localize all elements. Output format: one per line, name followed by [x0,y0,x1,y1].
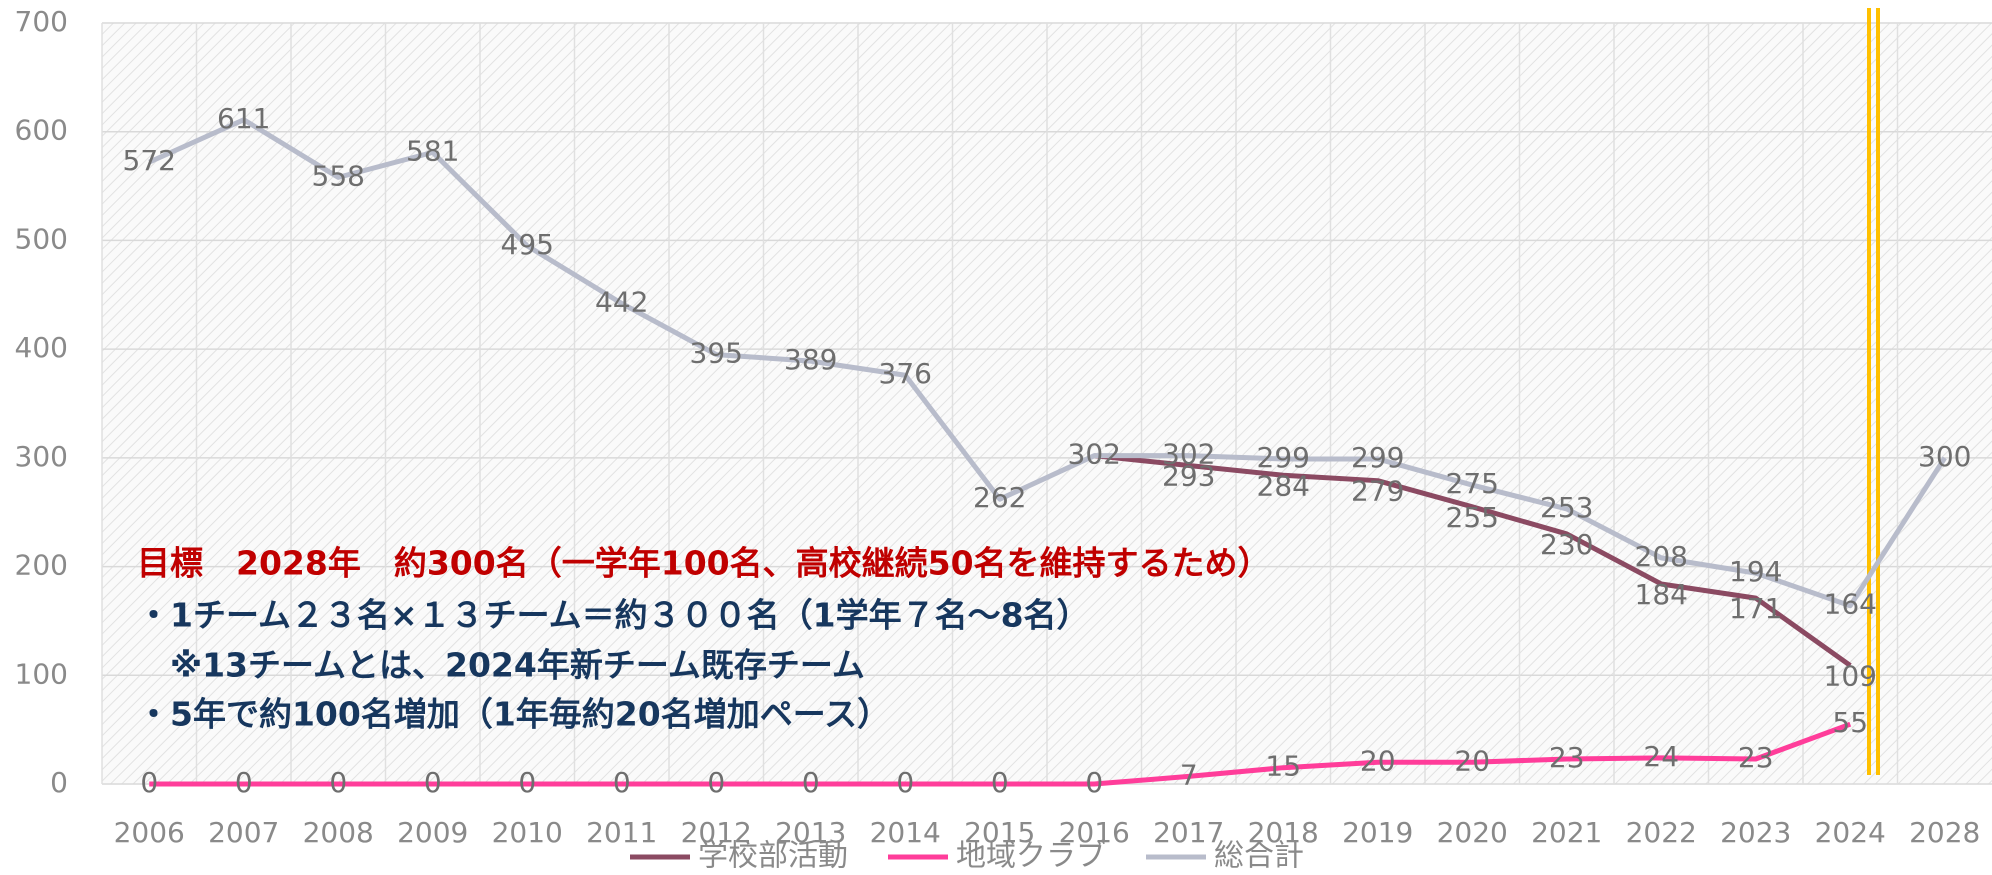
y-tick-label: 300 [15,440,68,473]
data-label: 275 [1446,467,1499,500]
data-label: 0 [802,766,820,799]
series-line [1093,453,1852,668]
data-label: 0 [896,766,914,799]
data-label: 24 [1643,740,1679,773]
data-label: 20 [1454,744,1490,777]
data-label: 495 [501,228,554,261]
data-label: 230 [1540,528,1593,561]
data-label: 0 [518,766,536,799]
data-label: 20 [1360,744,1396,777]
data-label: 284 [1257,469,1310,502]
x-tick-label: 2011 [586,816,657,849]
x-tick-label: 2016 [1059,816,1130,849]
x-tick-label: 2021 [1531,816,1602,849]
x-tick-label: 2013 [775,816,846,849]
data-label: 0 [1085,766,1103,799]
data-label: 395 [690,337,743,370]
data-label: 572 [123,144,176,177]
x-tick-label: 2028 [1909,816,1980,849]
data-label: 0 [991,766,1009,799]
data-label: 302 [1068,438,1121,471]
x-tick-label: 2008 [303,816,374,849]
x-tick-label: 2023 [1720,816,1791,849]
data-label: 0 [424,766,442,799]
data-label: 581 [406,134,459,167]
data-label: 0 [329,766,347,799]
y-tick-label: 500 [15,222,68,255]
legend-label: 地域クラブ [956,839,1106,874]
series-line [149,721,1852,787]
data-label: 0 [140,766,158,799]
series-line [148,117,1947,609]
x-tick-label: 2012 [681,816,752,849]
data-label: 7 [1180,758,1198,791]
data-label: 23 [1549,741,1585,774]
data-label: 442 [595,285,648,318]
data-label: 262 [973,481,1026,514]
data-label: 194 [1729,555,1782,588]
y-tick-label: 200 [15,549,68,582]
x-tick-label: 2006 [114,816,185,849]
data-label: 279 [1351,475,1404,508]
y-tick-label: 700 [15,5,68,38]
y-tick-label: 0 [50,766,68,799]
data-label: 208 [1635,540,1688,573]
annotation: 目標 2028年 約300名（一学年100名、高校継続50名を維持するため） [137,544,1271,583]
data-label: 255 [1446,501,1499,534]
data-label: 302 [1162,438,1215,471]
x-tick-label: 2014 [870,816,941,849]
data-label: 0 [707,766,725,799]
x-tick-label: 2017 [1153,816,1224,849]
data-label: 184 [1635,578,1688,611]
y-tick-label: 100 [15,657,68,690]
x-tick-label: 2018 [1248,816,1319,849]
data-label: 376 [879,357,932,390]
data-label: 23 [1738,741,1774,774]
data-label: 558 [312,159,365,192]
x-tick-label: 2010 [492,816,563,849]
data-label: 299 [1257,441,1310,474]
x-tick-label: 2009 [397,816,468,849]
legend-label: 学校部活動 [698,839,848,874]
data-label: 15 [1265,750,1301,783]
data-label: 164 [1824,588,1877,621]
annotation: ※13チームとは、2024年新チーム既存チーム [137,646,865,685]
y-tick-label: 400 [15,331,68,364]
y-tick-label: 600 [15,114,68,147]
annotation: ・1チーム２３名×１３チーム＝約３００名（1学年７名～8名） [137,596,1090,635]
data-label: 171 [1729,592,1782,625]
data-label: 55 [1832,706,1868,739]
x-tick-label: 2015 [964,816,1035,849]
x-tick-label: 2022 [1626,816,1697,849]
data-label: 109 [1824,660,1877,693]
x-tick-label: 2007 [208,816,279,849]
data-label: 300 [1918,440,1971,473]
x-tick-label: 2020 [1437,816,1508,849]
data-label: 611 [217,102,270,135]
data-label: 253 [1540,491,1593,524]
data-label: 299 [1351,441,1404,474]
data-label: 0 [235,766,253,799]
legend-label: 総合計 [1214,839,1304,874]
x-tick-label: 2019 [1342,816,1413,849]
x-tick-label: 2024 [1815,816,1886,849]
data-label: 389 [784,343,837,376]
annotation: ・5年で約100名増加（1年毎約20名増加ペース） [137,695,890,734]
data-label: 293 [1162,459,1215,492]
data-label: 0 [613,766,631,799]
